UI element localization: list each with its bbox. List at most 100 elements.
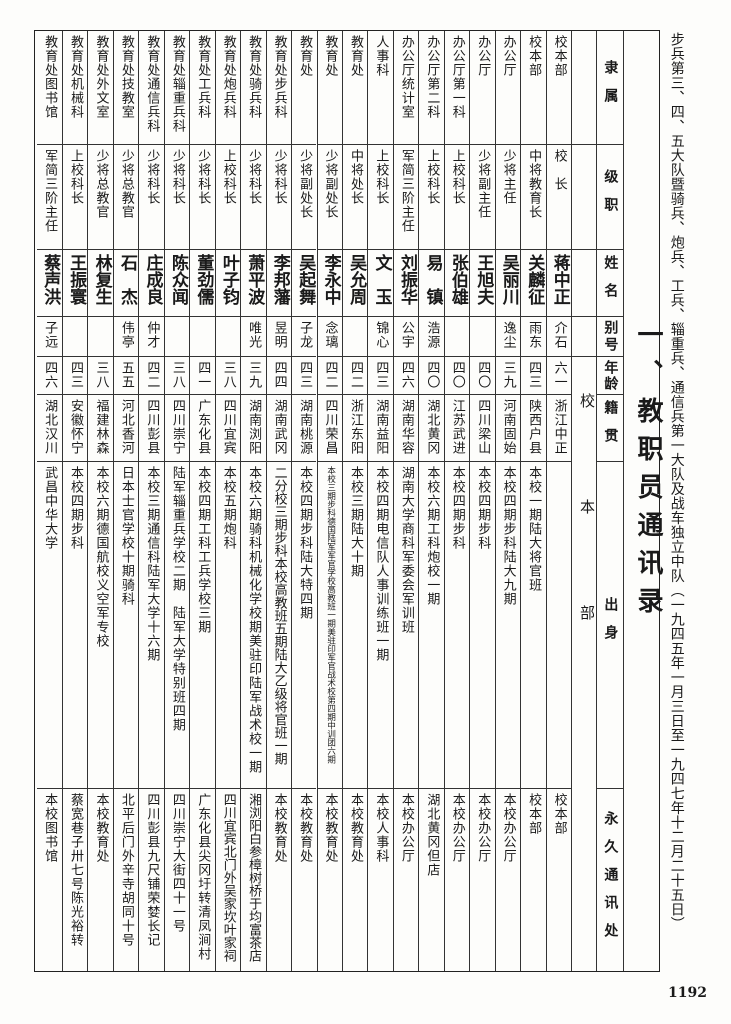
header-age-text: 年龄 <box>602 359 619 392</box>
origin-cell-text: 本校四期步科 <box>449 466 465 550</box>
age-cell-text: 三八 <box>93 361 109 389</box>
age-cell: 四一 <box>190 356 215 394</box>
name-cell: 关麟征 <box>521 249 546 316</box>
name-cell-text: 吴丽川 <box>498 254 519 305</box>
address-cell-text: 北平后门外辛寺胡同十号 <box>118 793 134 947</box>
name-cell: 易 镇 <box>419 249 444 316</box>
native-cell-text: 湖南武冈 <box>271 399 287 455</box>
origin-cell: 本校三期步科德国陆军军官学校高教班一期美驻印军官战术校第四期中训团六期 <box>317 461 342 788</box>
address-cell: 本校人事科 <box>368 788 393 973</box>
alias-cell: 逸尘 <box>495 316 521 356</box>
age-cell: 四六 <box>393 356 419 394</box>
header-name-text: 姓名 <box>602 255 619 311</box>
age-cell: 五五 <box>113 356 139 394</box>
native-cell: 湖南武冈 <box>266 394 292 461</box>
rank-cell-text: 少将科长 <box>195 149 211 205</box>
origin-cell: 本校四期步科陆大九期 <box>495 461 521 788</box>
age-cell-text: 四〇 <box>424 361 440 389</box>
name-cell: 蔡声洪 <box>36 249 62 316</box>
age-cell: 四二 <box>317 356 342 394</box>
native-cell: 四川彭县 <box>139 394 164 461</box>
staff-record-column: 教育处 中将处长 吴允周 四二 浙江东阳 本校三期陆大十期 本校教育处 <box>341 31 368 971</box>
dept-cell: 教育处炮兵科 <box>216 31 240 144</box>
native-cell: 江苏武进 <box>444 394 470 461</box>
dept-cell-text: 人事科 <box>373 35 389 77</box>
staff-record-column: 办公厅统计室 军简三阶主任 刘振华 公宇 四六 湖南华容 湖南大学商科军委会军训班 本校办公厅 <box>392 31 419 971</box>
dept-cell-text: 教育处机械科 <box>68 35 84 119</box>
native-cell: 四川荣昌 <box>317 394 342 461</box>
rank-cell: 少将副处长 <box>317 144 342 249</box>
alias-cell: 子远 <box>36 316 62 356</box>
dept-cell: 办公厅 <box>470 31 494 144</box>
address-cell: 本校教育处 <box>292 788 317 973</box>
alias-cell <box>215 316 241 356</box>
header-origin-text: 出身 <box>602 597 619 653</box>
address-cell: 湖北黄冈但店 <box>419 788 444 973</box>
alias-cell <box>444 316 470 356</box>
age-cell-text: 五五 <box>118 361 134 389</box>
address-cell-text: 校本部 <box>526 793 542 835</box>
header-native: 籍贯 <box>597 394 623 461</box>
age-cell-text: 四四 <box>271 361 287 389</box>
alias-cell: 仲才 <box>139 316 164 356</box>
address-cell: 本校教育处 <box>266 788 292 973</box>
staff-record-column: 人事科 上校科长文 玉锦心 四三 湖南益阳 本校四期电信队人事训练班一期 本校人事科 <box>367 31 393 973</box>
native-cell-text: 湖北汉川 <box>42 399 58 455</box>
native-cell: 河南固始 <box>495 394 521 461</box>
alias-cell-text: 伟亭 <box>118 321 134 349</box>
address-cell: 本校教育处 <box>317 788 342 973</box>
rank-cell-text: 上校科长 <box>373 149 389 205</box>
address-cell: 本校办公厅 <box>495 788 521 973</box>
rank-cell-text: 军简三阶主任 <box>42 149 58 233</box>
name-cell: 李永中 <box>317 249 342 316</box>
dept-cell-text: 办公厅统计室 <box>398 35 414 119</box>
origin-cell: 日本士官学校十期骑科 <box>113 461 139 788</box>
rank-cell-text: 少将副主任 <box>475 149 491 219</box>
age-cell-text: 三九 <box>500 361 516 389</box>
dept-cell: 办公厅第一科 <box>445 31 469 144</box>
name-cell-text: 李邦藩 <box>269 254 290 305</box>
age-cell-text: 四二 <box>144 361 160 389</box>
origin-cell-text: 本校五期炮科 <box>220 466 236 550</box>
staff-record-column: 办公厅 少将主任 吴丽川 逸尘 三九 河南固始 本校四期步科陆大九期 本校办公厅 <box>494 31 521 973</box>
address-cell: 校本部 <box>521 788 546 973</box>
dept-cell: 教育处机械科 <box>63 31 87 144</box>
origin-cell: 湖南大学商科军委会军训班 <box>393 461 419 788</box>
alias-cell-text: 浩源 <box>424 321 440 349</box>
origin-cell: 二分校三期步科本校高教班五期陆大乙级将官班一期 <box>266 461 292 788</box>
rank-cell: 少将科长 <box>241 144 266 249</box>
rank-cell: 少将科长 <box>266 144 292 249</box>
name-cell: 石 杰 <box>113 249 139 316</box>
native-cell-text: 湖南浏阳 <box>246 399 262 455</box>
rank-cell-text: 少将总教官 <box>93 149 109 219</box>
native-cell-text: 湖北黄冈 <box>424 399 440 455</box>
staff-record-column: 教育处辎重兵科 少将科长 陈众闻 三八 四川崇宁 陆军辎重兵学校二期 陆军大学特别班四期四… <box>163 31 190 971</box>
dept-cell-text: 教育处 <box>297 35 313 77</box>
alias-cell-text: 仲才 <box>144 321 160 349</box>
native-cell: 浙江东阳 <box>342 394 368 461</box>
alias-cell: 念璃 <box>317 316 342 356</box>
dept-cell-text: 教育处技教室 <box>118 35 134 119</box>
dept-cell: 办公厅统计室 <box>394 31 418 144</box>
address-cell-text: 四川崇宁大街四十一号 <box>169 793 185 933</box>
dept-cell: 教育处 <box>292 31 316 144</box>
group-empty-cell <box>572 356 596 394</box>
name-cell: 董劲儒 <box>190 249 215 316</box>
origin-cell-text: 陆军辎重兵学校二期 陆军大学特别班四期 <box>169 466 185 732</box>
address-cell: 校本部 <box>546 788 571 973</box>
name-cell-text: 吴允周 <box>346 254 367 305</box>
alias-cell <box>88 316 113 356</box>
native-cell: 福建林森 <box>88 394 113 461</box>
rank-cell: 上校科长 <box>368 144 393 249</box>
name-cell-text: 王振寰 <box>66 254 87 305</box>
name-cell: 林复生 <box>88 249 113 316</box>
staff-record-column: 教育处机械科 上校科长 王振寰 四三 安徽怀宁 本校四期步科 蔡宽巷子卅七号陈光裕转 <box>62 31 88 971</box>
origin-cell-text: 武昌中华大学 <box>42 466 58 550</box>
age-cell: 四〇 <box>444 356 470 394</box>
name-cell: 张伯雄 <box>444 249 470 316</box>
alias-cell-text: 逸尘 <box>500 321 516 349</box>
age-cell: 四三 <box>63 356 88 394</box>
header-native-text: 籍贯 <box>602 400 619 456</box>
rank-cell: 少将科长 <box>164 144 190 249</box>
staff-record-column: 教育处图书馆 军简三阶主任 蔡声洪 子远 四六 湖北汉川 武昌中华大学 本校图书馆 <box>36 31 62 971</box>
